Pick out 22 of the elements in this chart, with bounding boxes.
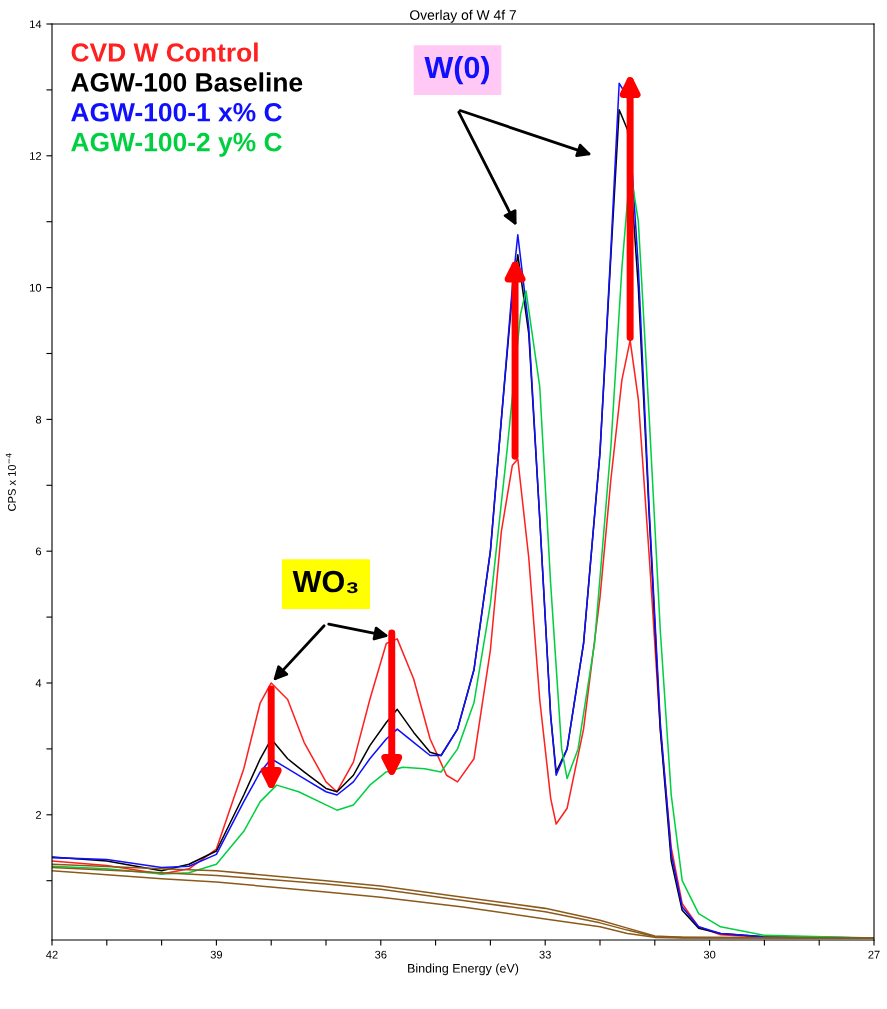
x-tick-label: 27	[868, 950, 880, 959]
y-tick-label: 6	[35, 547, 42, 556]
text: AGW-100 Baseline	[71, 72, 303, 92]
y-tick-label: 14	[30, 20, 42, 29]
x-tick-label: 36	[375, 950, 387, 959]
y-tick-label: 12	[30, 152, 42, 160]
x-tick-label: 30	[703, 950, 716, 959]
x-tick-label: 33	[539, 950, 551, 959]
y-tick-label: 10	[30, 283, 42, 292]
y-tick-label: 4	[35, 679, 42, 688]
annotation: WO₃	[292, 570, 358, 594]
y-tick-label: 8	[35, 415, 42, 424]
x-tick-label: 42	[46, 950, 58, 959]
annotation: W(0)	[424, 55, 490, 85]
y-axis-title: CPS x 10$^{−4}$	[5, 453, 16, 511]
chart-title: Overlay of W 4f 7	[410, 9, 516, 23]
text: AGW-100-2 y% C	[71, 132, 282, 157]
x-tick-label: 39	[210, 950, 223, 959]
y-tick-label: 2	[35, 811, 42, 819]
text: AGW-100-1 x% C	[71, 102, 282, 122]
x-axis-title: Binding Energy (eV)	[408, 963, 519, 976]
text: CVD W Control	[71, 42, 258, 62]
